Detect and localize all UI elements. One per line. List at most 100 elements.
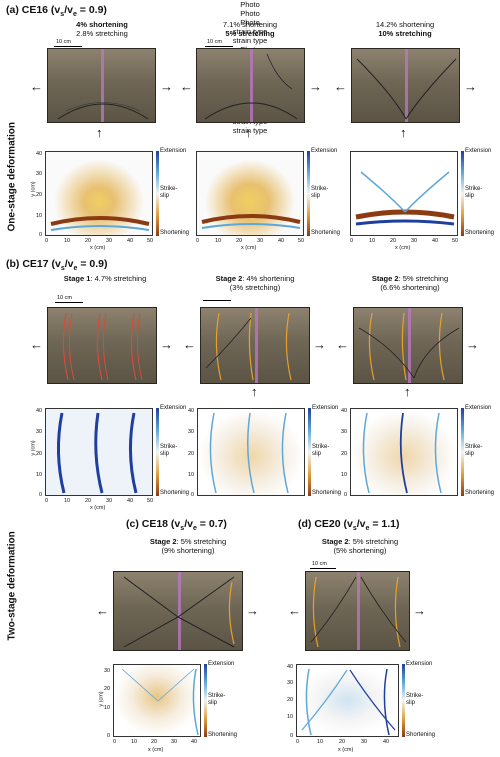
colorbar-mid: slip: [465, 193, 475, 199]
scale-bar: [55, 302, 83, 303]
ytick: 40: [188, 408, 195, 414]
colorbar-c: [204, 664, 207, 737]
ytick: 10: [36, 213, 43, 219]
xtick: 40: [383, 739, 390, 745]
xtick: 30: [411, 238, 418, 244]
xtick: 10: [215, 238, 222, 244]
caption-b3: Stage 2: 5% stretching (6.6% shortening): [371, 274, 449, 292]
colorbar-mid: Strike-: [465, 444, 483, 450]
caption-b1: Stage 1: 4.7% stretching: [63, 274, 147, 283]
section-d-title: (d) CE20 (vs/ve = 1.1): [298, 518, 400, 533]
xtick: 40: [278, 238, 285, 244]
xtick: 20: [85, 498, 92, 504]
strain-map-d: [296, 664, 399, 737]
strain-label-a2: strain type: [232, 27, 268, 36]
colorbar-top: Extension: [311, 148, 338, 154]
caption-c: Stage 2: 5% stretching (9% shortening): [149, 537, 227, 555]
caption-d: Stage 2: 5% stretching (5% shortening): [321, 537, 399, 555]
scale-bar: [54, 46, 82, 47]
colorbar-a1: [156, 151, 159, 236]
ytick: 0: [191, 492, 195, 498]
arrow-up-icon: ↑: [245, 125, 252, 140]
ytick: 30: [188, 429, 195, 435]
xlabel: x (cm): [148, 747, 164, 753]
arrow-left-icon: ←: [183, 337, 196, 352]
colorbar-b3: [461, 408, 464, 496]
ytick: 10: [36, 472, 43, 478]
ytick: 20: [287, 697, 294, 703]
photo-a3: [351, 48, 460, 123]
one-stage-label: One-stage deformation: [6, 122, 18, 232]
xtick: 0: [45, 238, 49, 244]
arrow-up-icon: ↑: [96, 125, 103, 140]
scale-bar: [205, 46, 233, 47]
strain-map-c: [113, 664, 201, 737]
ytick: 10: [104, 705, 111, 711]
two-stage-label: Two-stage deformation: [6, 531, 18, 641]
section-a-title: (a) CE16 (vs/ve = 0.9): [6, 4, 107, 19]
colorbar-bot: Shortening: [311, 230, 341, 236]
xtick: 40: [127, 498, 134, 504]
xtick: 0: [196, 238, 200, 244]
ytick: 40: [287, 664, 294, 670]
colorbar-mid: Strike-: [208, 693, 226, 699]
arrow-left-icon: ←: [30, 79, 43, 94]
ytick: 0: [39, 232, 43, 238]
colorbar-mid: Strike-: [312, 444, 330, 450]
photo-label-a3: Photo: [240, 18, 260, 27]
strain-map-b3: [350, 408, 458, 496]
ytick: 0: [39, 492, 43, 498]
photo-a2: [196, 48, 305, 123]
colorbar-bot: Shortening: [160, 490, 190, 496]
colorbar-mid: Strike-: [160, 186, 178, 192]
xtick: 30: [171, 739, 178, 745]
arrow-up-icon: ↑: [251, 384, 258, 399]
xtick: 0: [45, 498, 49, 504]
colorbar-bot: Shortening: [465, 490, 495, 496]
ytick: 30: [341, 429, 348, 435]
colorbar-top: Extension: [465, 148, 492, 154]
ytick: 10: [287, 714, 294, 720]
scale-label: 10 cm: [56, 39, 71, 45]
xlabel: x (cm): [338, 747, 354, 753]
strain-map-a3: [350, 151, 458, 236]
colorbar-a2: [307, 151, 310, 236]
strain-label-a3: strain type: [232, 36, 268, 45]
arrow-left-icon: ←: [96, 603, 109, 618]
colorbar-bot: Shortening: [312, 490, 342, 496]
photo-c: [113, 571, 243, 651]
xtick: 10: [64, 498, 71, 504]
xtick: 30: [106, 498, 113, 504]
arrow-right-icon: →: [313, 337, 326, 352]
ytick: 40: [341, 408, 348, 414]
strain-map-b1: [45, 408, 153, 496]
xtick: 30: [361, 739, 368, 745]
caption-a1: 4% shortening 2.8% stretching: [76, 20, 128, 38]
section-c-title: (c) CE18 (vs/ve = 0.7): [126, 518, 227, 533]
xtick: 0: [113, 739, 117, 745]
colorbar-mid: slip: [406, 700, 416, 706]
colorbar-mid: slip: [465, 451, 475, 457]
photo-label-a1: Photo: [240, 0, 260, 9]
ytick: 40: [36, 408, 43, 414]
scale-label: 10 cm: [312, 561, 327, 567]
scale-bar: [203, 300, 231, 301]
ytick: 20: [341, 451, 348, 457]
colorbar-bot: Shortening: [208, 732, 238, 738]
colorbar-mid: slip: [160, 451, 170, 457]
xtick: 20: [85, 238, 92, 244]
photo-b3: [353, 307, 463, 384]
ytick: 0: [290, 733, 294, 739]
xtick: 20: [390, 238, 397, 244]
xtick: 40: [191, 739, 198, 745]
strain-map-a1: [45, 151, 153, 236]
arrow-right-icon: →: [413, 603, 426, 618]
caption-a3: 14.2% shortening 10% stretching: [375, 20, 435, 38]
strain-map-b2: [197, 408, 305, 496]
ytick: 0: [107, 733, 111, 739]
photo-a1: [47, 48, 156, 123]
xtick: 10: [369, 238, 376, 244]
arrow-right-icon: →: [160, 337, 173, 352]
strain-label-d: strain type: [232, 126, 268, 135]
colorbar-top: Extension: [406, 661, 433, 667]
